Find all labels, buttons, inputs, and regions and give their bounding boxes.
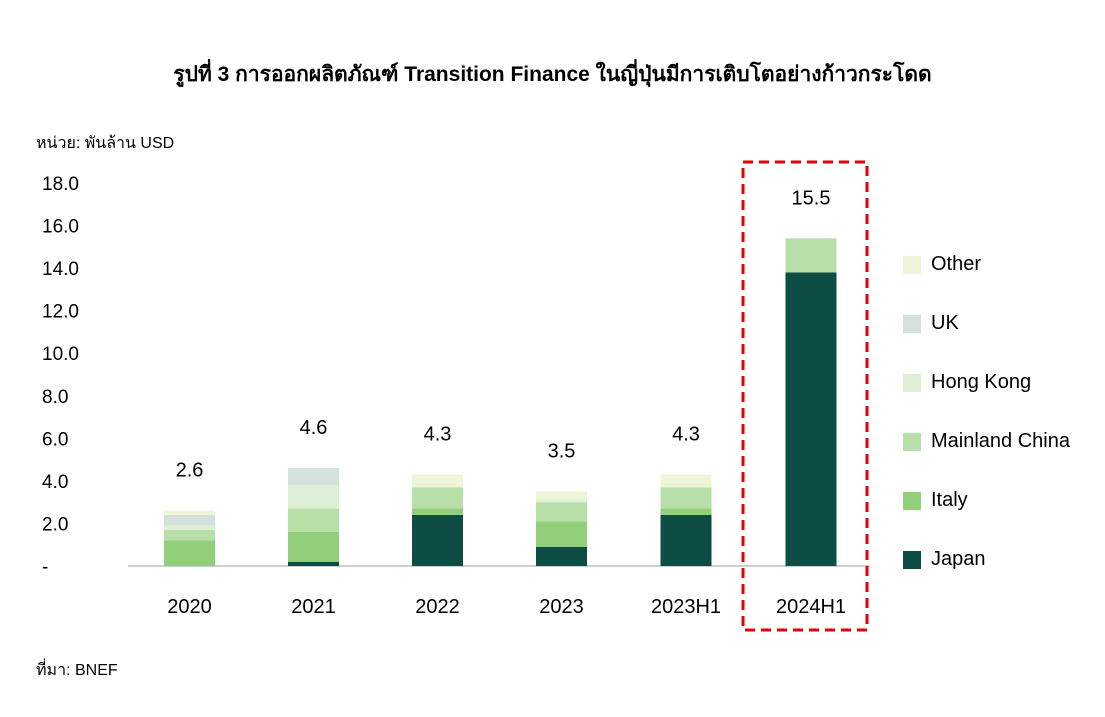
x-tick-label: 2023	[539, 596, 584, 618]
legend: Other UK Hong Kong Mainland China Italy Japan	[903, 253, 1071, 570]
x-tick-label: 2020	[167, 596, 212, 618]
bar-segment-italy	[660, 508, 712, 515]
unit-label: หน่วย: พันล้าน USD	[36, 135, 175, 152]
bar-segment-uk	[288, 468, 339, 486]
bar-segment-mainland-china	[660, 487, 712, 509]
legend-swatch	[903, 551, 921, 569]
legend-label: Italy	[931, 489, 968, 511]
total-label: 4.3	[672, 424, 700, 446]
bar-segment-other	[412, 474, 463, 488]
bar-segment-japan	[785, 272, 837, 566]
y-tick-label: -	[42, 557, 48, 578]
bar-segment-japan	[288, 561, 339, 566]
total-label: 4.6	[300, 417, 328, 439]
bar-segment-uk	[164, 514, 215, 526]
chart-title: รูปที่ 3 การออกผลิตภัณฑ์ Transition Fina…	[173, 63, 932, 86]
bar-segment-hong-kong	[164, 525, 215, 530]
legend-label: Japan	[931, 548, 986, 570]
bar-segment-other	[660, 474, 712, 488]
total-label: 3.5	[548, 441, 576, 463]
legend-swatch	[903, 492, 921, 510]
bar-segment-japan	[660, 514, 712, 566]
bar-segment-mainland-china	[288, 508, 339, 532]
bar-segment-mainland-china	[164, 529, 215, 541]
legend-label: Mainland China	[931, 430, 1071, 452]
y-tick-label: 8.0	[42, 387, 68, 408]
bar-segment-mainland-china	[536, 502, 587, 522]
legend-swatch	[903, 433, 921, 451]
y-tick-label: 2.0	[42, 514, 68, 535]
y-tick-label: 14.0	[42, 259, 79, 280]
x-tick-label: 2024H1	[776, 596, 846, 618]
x-tick-label: 2023H1	[651, 596, 721, 618]
y-tick-label: 12.0	[42, 302, 79, 323]
bars	[164, 238, 837, 566]
legend-swatch	[903, 315, 921, 333]
legend-label: UK	[931, 312, 959, 334]
highlight-box	[741, 160, 869, 632]
total-labels: 2.6 4.6 4.3 3.5 4.3 15.5	[176, 187, 831, 481]
bar-segment-italy	[412, 508, 463, 515]
total-label: 15.5	[792, 187, 831, 209]
y-axis-ticks: - 2.0 4.0 6.0 8.0 10.0 12.0 14.0 16.0 18.0	[42, 174, 79, 578]
bar-segment-mainland-china	[785, 238, 837, 273]
y-tick-label: 10.0	[42, 344, 79, 365]
legend-label: Hong Kong	[931, 371, 1031, 393]
total-label: 2.6	[176, 460, 204, 482]
bar-segment-hong-kong	[288, 485, 339, 509]
bar-segment-italy	[536, 521, 587, 547]
bar-segment-italy	[164, 540, 215, 566]
total-label: 4.3	[424, 424, 452, 446]
bar-segment-other	[164, 510, 215, 515]
bar-segment-hong-kong	[536, 500, 587, 503]
bar-segment-other	[536, 491, 587, 501]
y-tick-label: 6.0	[42, 429, 68, 450]
bar-segment-mainland-china	[412, 487, 463, 509]
x-tick-label: 2021	[291, 596, 336, 618]
x-axis-labels: 2020 2021 2022 2023 2023H1 2024H1	[167, 596, 846, 618]
bar-segment-japan	[536, 546, 587, 566]
y-tick-label: 16.0	[42, 217, 79, 238]
legend-label: Other	[931, 253, 981, 275]
y-tick-label: 4.0	[42, 472, 68, 493]
legend-swatch	[903, 256, 921, 274]
source-note: ที่มา: BNEF	[36, 662, 118, 679]
legend-swatch	[903, 374, 921, 392]
y-tick-label: 18.0	[42, 174, 79, 195]
x-tick-label: 2022	[415, 596, 460, 618]
bar-segment-japan	[412, 514, 463, 566]
bar-segment-italy	[288, 531, 339, 562]
